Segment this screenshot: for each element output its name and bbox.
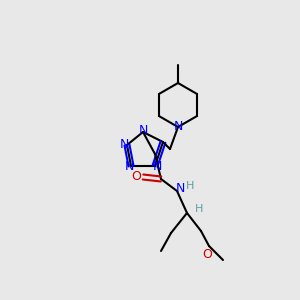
Text: N: N <box>175 182 185 194</box>
Text: N: N <box>124 160 134 172</box>
Text: O: O <box>202 248 212 260</box>
Text: N: N <box>119 139 129 152</box>
Text: O: O <box>131 170 141 184</box>
Text: H: H <box>195 204 203 214</box>
Text: N: N <box>173 121 183 134</box>
Text: H: H <box>186 181 194 191</box>
Text: N: N <box>138 124 148 137</box>
Text: N: N <box>152 160 162 172</box>
